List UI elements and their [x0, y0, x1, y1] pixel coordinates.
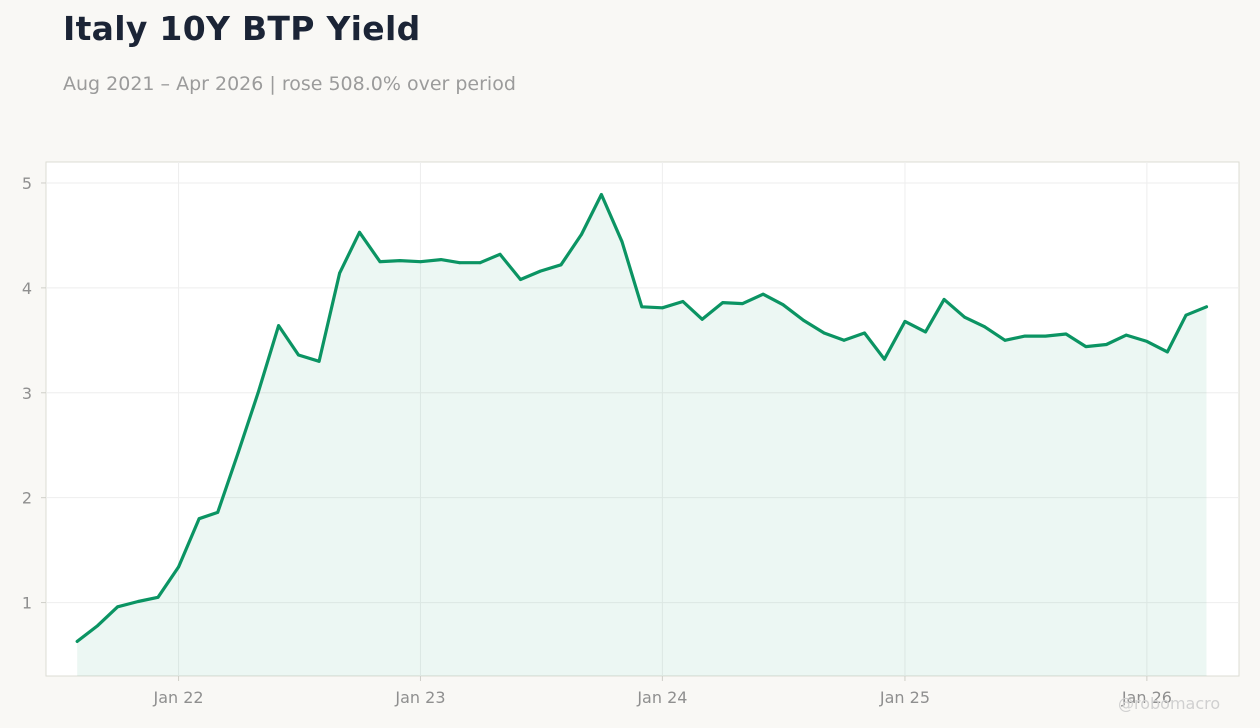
grid-lines: [46, 162, 1239, 676]
y-tick-label: 5: [22, 174, 32, 193]
data-point: [1105, 343, 1108, 346]
data-point: [983, 325, 986, 329]
data-point: [398, 259, 402, 262]
y-axis-ticks: 1 2 3 4 5: [22, 174, 46, 613]
data-point: [559, 263, 563, 267]
chart-subtitle: Aug 2021 – Apr 2026 | rose 508.0% over p…: [63, 73, 516, 95]
data-point: [741, 302, 744, 305]
data-point: [236, 451, 240, 454]
y-tick-label: 2: [22, 489, 32, 508]
x-tick-label: Jan 23: [394, 688, 445, 707]
data-point: [903, 320, 907, 323]
x-tick-label: Jan 26: [1121, 688, 1172, 707]
data-point: [478, 261, 482, 265]
data-point: [419, 260, 422, 264]
data-point: [1023, 334, 1027, 338]
data-point: [1205, 305, 1208, 309]
data-point: [1003, 338, 1007, 342]
y-tick-label: 4: [22, 279, 32, 298]
data-point: [539, 269, 542, 273]
data-point: [116, 605, 119, 609]
data-point: [620, 240, 624, 244]
x-tick-label: Jan 24: [636, 688, 687, 707]
data-point: [883, 357, 886, 361]
data-point: [277, 324, 280, 327]
y-tick-label: 3: [22, 384, 32, 403]
line-layer: [75, 192, 1209, 643]
x-tick-label: Jan 22: [153, 688, 204, 707]
data-point: [863, 331, 866, 335]
data-point: [458, 261, 461, 265]
data-point: [317, 359, 321, 363]
watermark: @robomacro: [1118, 694, 1221, 713]
series-area-fill: [77, 194, 1207, 676]
data-point: [802, 319, 805, 322]
data-point: [1124, 333, 1128, 337]
data-point: [75, 640, 79, 643]
data-point: [721, 301, 725, 304]
data-point: [216, 511, 220, 514]
data-point: [1084, 345, 1088, 348]
y-tick-label: 1: [22, 594, 32, 613]
data-point: [1184, 313, 1188, 317]
data-point: [1166, 350, 1169, 354]
data-point: [498, 252, 502, 256]
data-point: [378, 260, 382, 264]
data-point: [1064, 332, 1068, 336]
data-point: [640, 305, 644, 309]
data-point: [681, 300, 685, 303]
data-point: [96, 624, 100, 627]
data-point: [297, 353, 300, 357]
data-point: [136, 600, 140, 603]
x-axis-ticks: Jan 22 Jan 23 Jan 24 Jan 25 Jan 26: [153, 676, 1172, 707]
x-tick-label: Jan 25: [879, 688, 930, 707]
data-point: [700, 317, 704, 321]
chart-title: Italy 10Y BTP Yield: [63, 9, 421, 48]
data-point: [519, 278, 522, 281]
data-point: [580, 233, 583, 236]
data-point: [338, 271, 341, 275]
data-point: [439, 258, 443, 261]
data-point: [358, 230, 361, 234]
data-point: [942, 298, 946, 301]
data-point: [256, 391, 260, 395]
data-point: [661, 306, 664, 310]
data-point: [177, 565, 181, 569]
data-point: [924, 330, 927, 334]
data-point: [197, 517, 201, 521]
plot-area: [45, 161, 1240, 677]
data-point: [1044, 334, 1047, 338]
area-layer: [77, 194, 1207, 676]
data-point: [842, 338, 846, 342]
data-point: [156, 595, 160, 599]
data-point: [963, 315, 966, 319]
data-point: [600, 193, 603, 196]
data-point: [761, 292, 765, 296]
data-point: [781, 303, 785, 307]
data-point: [1145, 340, 1149, 343]
data-point: [822, 331, 826, 335]
